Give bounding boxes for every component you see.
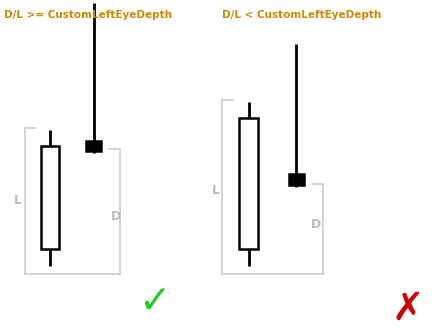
Text: D: D — [110, 210, 121, 223]
Text: ✗: ✗ — [392, 289, 424, 327]
Text: D/L >= CustomLeftEyeDepth: D/L >= CustomLeftEyeDepth — [4, 10, 172, 20]
Text: L: L — [212, 184, 220, 197]
Text: ✓: ✓ — [139, 283, 171, 321]
Bar — [289, 174, 304, 185]
Bar — [86, 141, 101, 151]
Bar — [41, 146, 59, 249]
Text: D/L < CustomLeftEyeDepth: D/L < CustomLeftEyeDepth — [222, 10, 382, 20]
Bar — [239, 118, 258, 249]
Text: L: L — [14, 194, 21, 207]
Text: D: D — [311, 218, 321, 231]
